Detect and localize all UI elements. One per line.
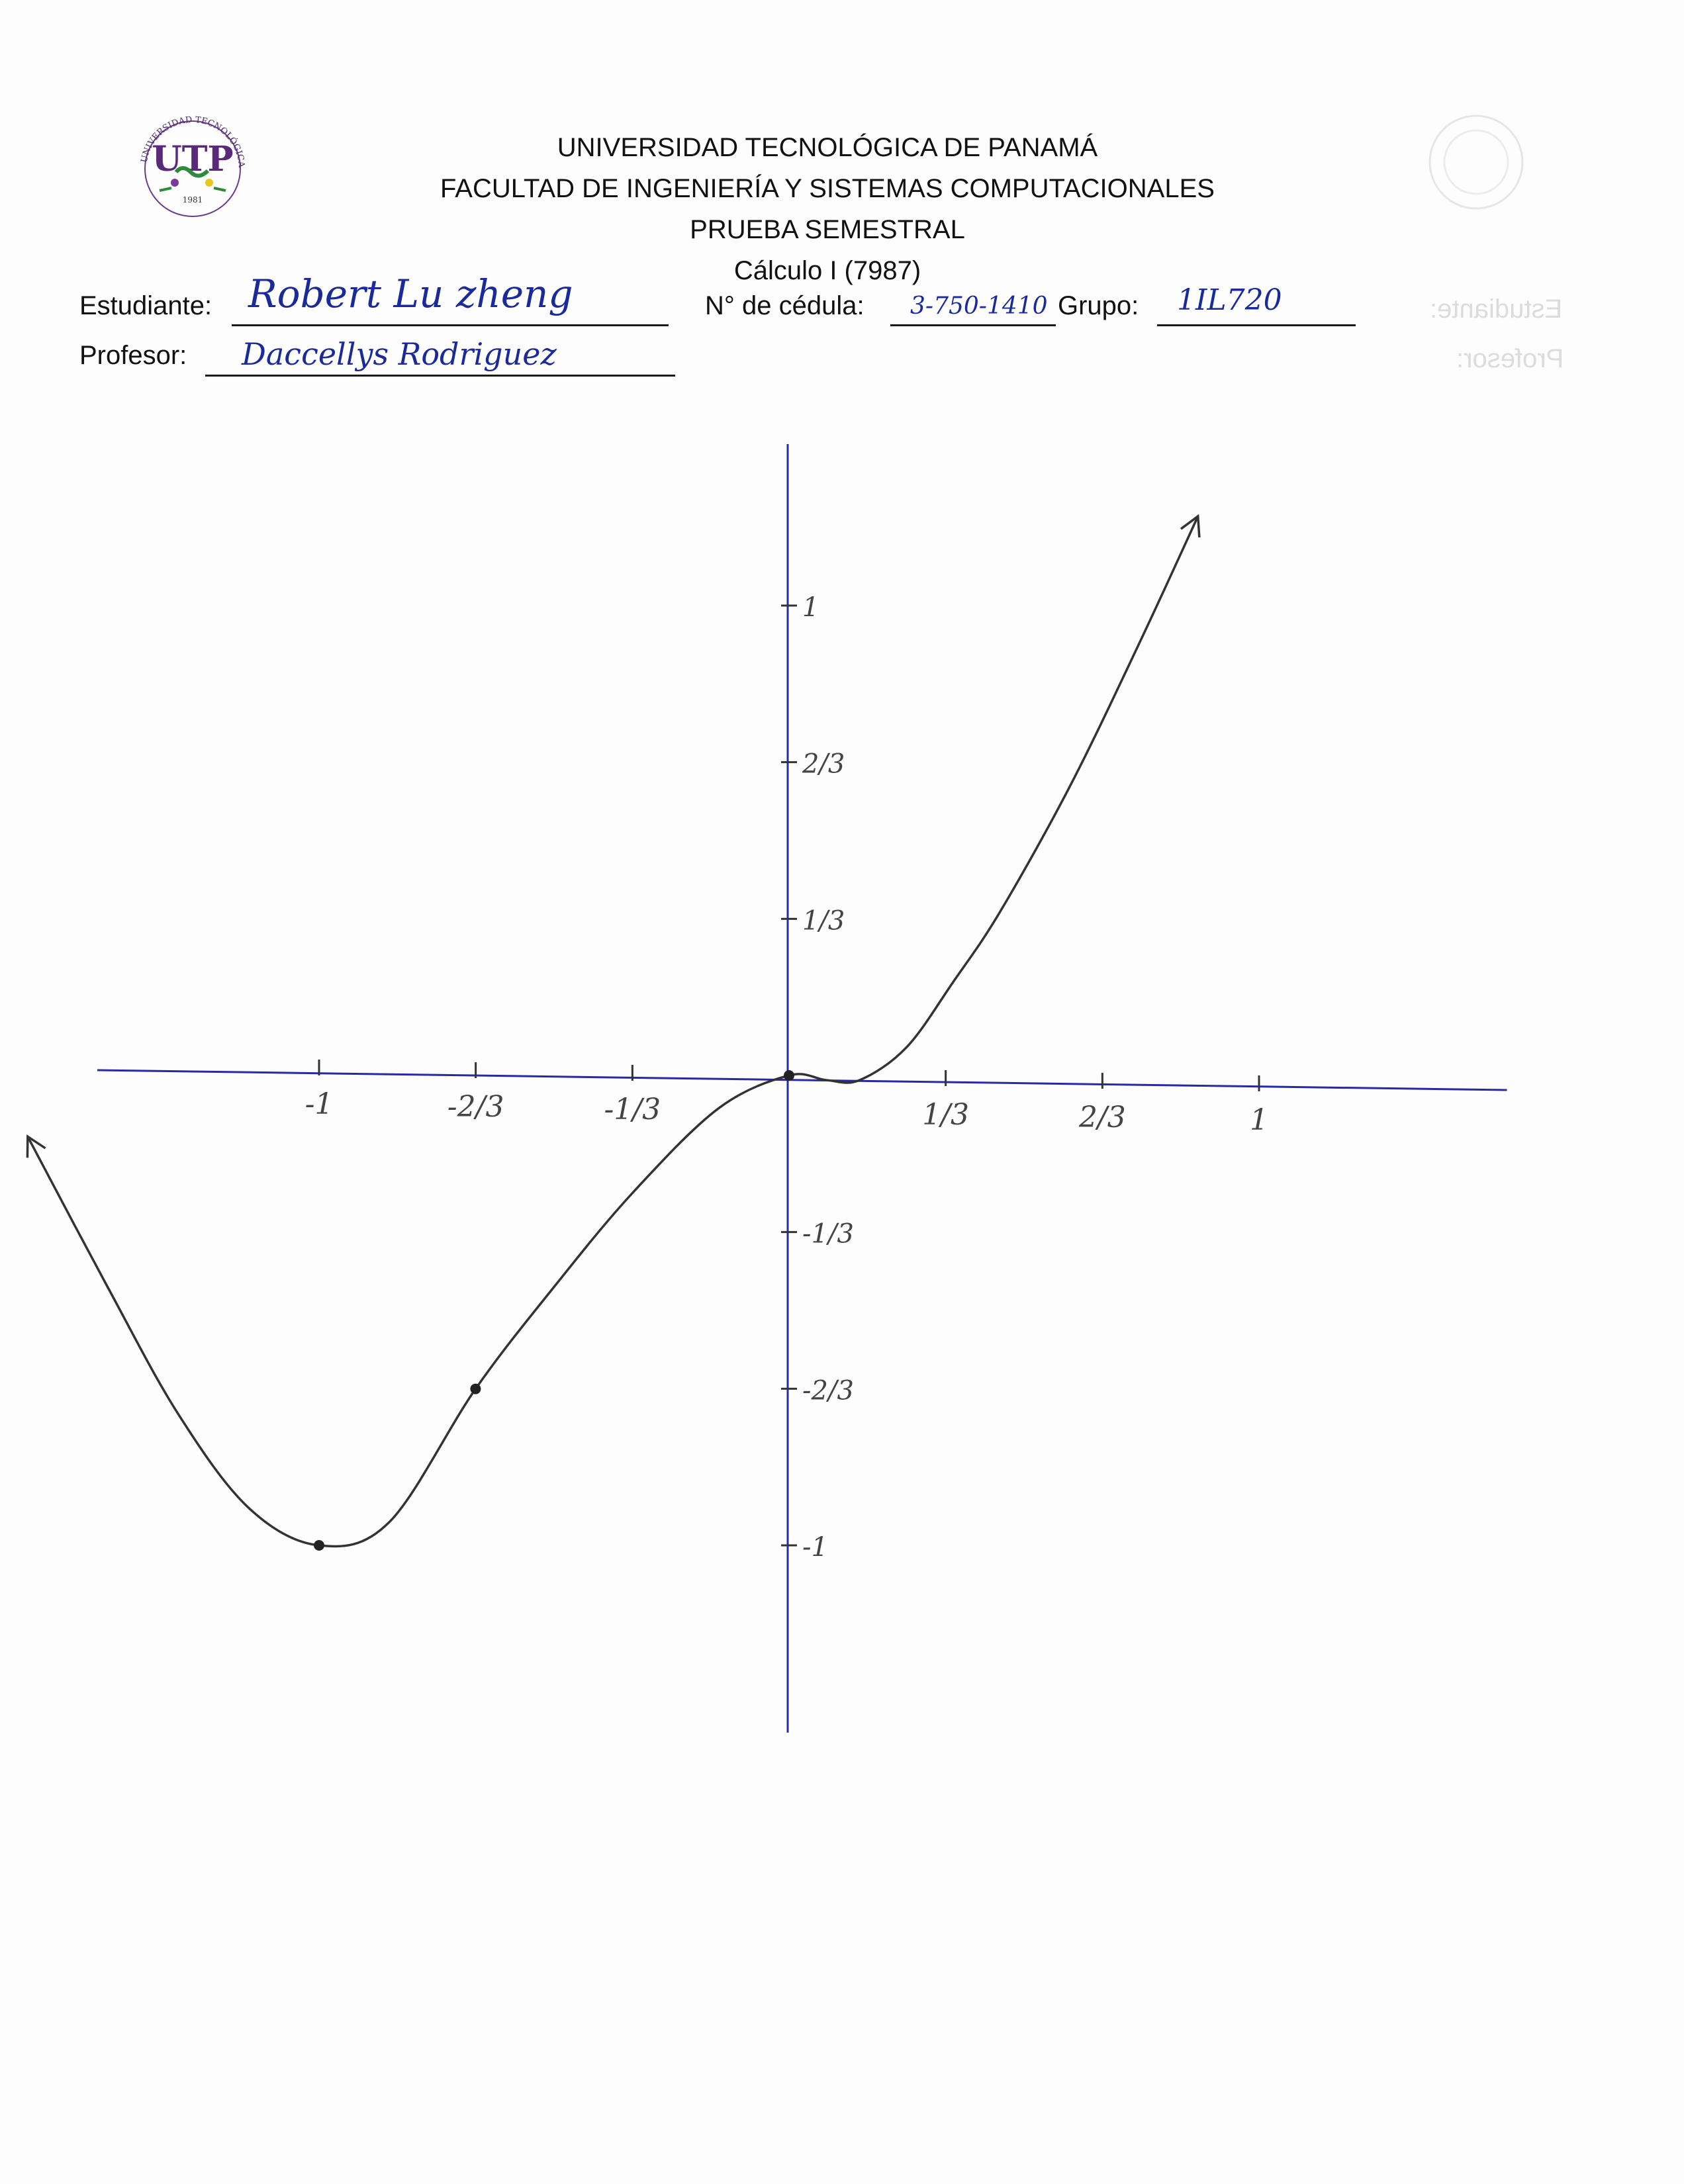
y-tick-label: -1/3	[802, 1219, 854, 1250]
y-tick-label: 1	[802, 592, 819, 623]
professor-label: Profesor:	[79, 341, 187, 370]
x-tick-label: 1/3	[922, 1098, 969, 1132]
logo-year: 1981	[183, 195, 203, 205]
axes	[97, 444, 1507, 1733]
bleed-through-seal-icon	[1428, 114, 1524, 210]
group-handwritten: 1IL720	[1177, 283, 1282, 317]
curve-arrow-right	[1180, 514, 1201, 538]
curve-layer	[26, 514, 1201, 1551]
y-tick-label: -2/3	[802, 1375, 854, 1406]
x-tick-label: -2/3	[447, 1090, 504, 1124]
group-line	[1157, 324, 1356, 326]
x-tick-label: 2/3	[1078, 1101, 1126, 1134]
id-line	[890, 324, 1056, 326]
exam-title: PRUEBA SEMESTRAL	[690, 215, 965, 244]
y-tick-label: 2/3	[802, 749, 845, 780]
student-line	[232, 324, 669, 326]
function-graph: -1 -2/3 -1/3 1/3 2/3 1 1 2/3 1/3 -1/3 -2/3 -1	[26, 444, 1507, 1733]
x-tick-label: 1	[1250, 1103, 1268, 1137]
university-name: UNIVERSIDAD TECNOLÓGICA DE PANAMÁ	[557, 133, 1098, 162]
student-name-handwritten: Robert Lu zheng	[248, 271, 573, 316]
marked-point	[470, 1383, 481, 1394]
group-label: Grupo:	[1058, 291, 1139, 320]
function-curve	[26, 515, 1199, 1548]
marked-point	[314, 1540, 324, 1551]
utp-seal-icon: UNIVERSIDAD TECNOLÓGICA DE PANAMÁ UTP 19…	[130, 106, 246, 217]
axis-ticks: -1 -2/3 -1/3 1/3 2/3 1 1 2/3 1/3 -1/3 -2/3 -1	[305, 592, 1268, 1563]
faculty-name: FACULTAD DE INGENIERÍA Y SISTEMAS COMPUT…	[440, 174, 1215, 203]
y-tick-label: 1/3	[802, 905, 845, 936]
student-label: Estudiante:	[79, 291, 212, 320]
professor-name-handwritten: Daccellys Rodriguez	[242, 336, 557, 372]
marked-point	[784, 1070, 794, 1081]
bleed-through-student: Estudiante:	[1430, 295, 1563, 324]
y-tick-label: -1	[802, 1532, 828, 1563]
utp-logo: UNIVERSIDAD TECNOLÓGICA DE PANAMÁ UTP 19…	[130, 106, 246, 217]
x-tick-label: -1	[305, 1087, 334, 1121]
curve-arrow-left	[26, 1134, 46, 1158]
x-axis	[97, 1069, 1507, 1091]
professor-line	[205, 375, 675, 377]
x-tick-label: -1/3	[604, 1093, 661, 1126]
id-number-handwritten: 3-750-1410	[910, 293, 1048, 320]
course-name: Cálculo I (7987)	[733, 256, 921, 285]
exam-header: UNIVERSIDAD TECNOLÓGICA DE PANAMÁ FACULT…	[357, 127, 1297, 291]
id-label: N° de cédula:	[705, 291, 865, 320]
